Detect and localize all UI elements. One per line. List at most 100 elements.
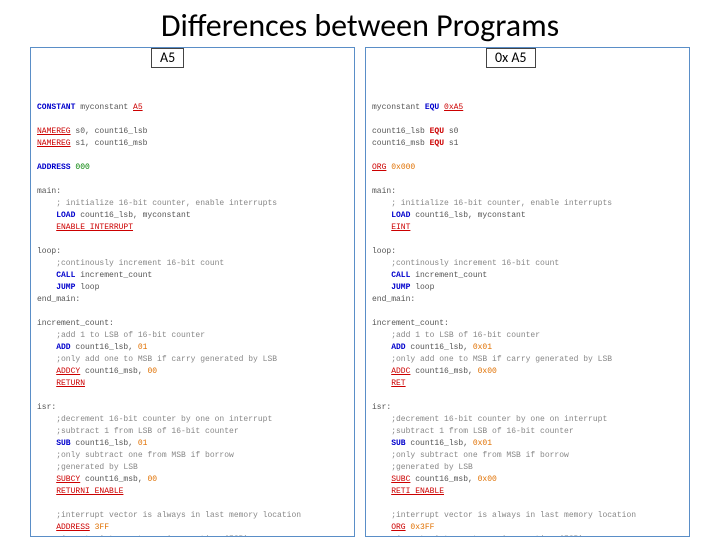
code-token [372,367,391,376]
slide-title: Differences between Programs [0,6,720,45]
code-token: count16_msb, [80,475,147,484]
code-token: 0x3FF [410,523,434,532]
code-token: count16_lsb, myconstant [75,211,190,220]
code-token: 00 [147,367,157,376]
code-token: 0x01 [473,343,492,352]
code-token: s1, count16_msb [71,139,148,148]
code-token: isr: [37,403,56,412]
code-token: count16_msb [372,139,430,148]
code-token: ;generated by LSB [372,463,473,472]
code-content: CONSTANT myconstant A5 NAMEREG s0, count… [37,102,348,537]
code-token: ;only add one to MSB if carry generated … [372,355,612,364]
code-token: ;jump to interrupt service routine (ISR) [37,535,248,537]
code-token: increment_count [75,271,152,280]
code-token: count16_msb, [80,367,147,376]
code-token: ENABLE INTERRUPT [56,223,133,232]
code-token: ORG [391,523,405,532]
code-token [37,223,56,232]
code-token: RET [391,379,405,388]
code-token: end_main: [37,295,80,304]
code-token: increment_count: [372,319,449,328]
code-token: 00 [147,475,157,484]
code-token: 3FF [95,523,109,532]
code-token: ;subtract 1 from LSB of 16-bit counter [37,427,239,436]
code-token: A5 [133,103,143,112]
code-token: ;add 1 to LSB of 16-bit counter [372,331,540,340]
code-token: LOAD [391,211,410,220]
code-token: ; initialize 16-bit counter, enable inte… [37,199,277,208]
right-code-box: 0x A5 myconstant EQU 0xA5 count16_lsb EQ… [365,47,690,537]
code-token: end_main: [372,295,415,304]
code-token: ORG [372,163,386,172]
code-token: ;only subtract one from MSB if borrow [372,451,569,460]
code-token: SUBC [391,475,410,484]
code-token: myconstant [75,103,133,112]
code-token [37,367,56,376]
code-token: 01 [138,343,148,352]
code-token: SUBCY [56,475,80,484]
code-token: count16_lsb, [71,343,138,352]
code-token: 0x00 [478,475,497,484]
code-token: myconstant [372,103,425,112]
code-token: 0xA5 [444,103,463,112]
code-token: count16_lsb, [71,439,138,448]
code-token: 01 [138,439,148,448]
code-token: 000 [75,163,89,172]
code-token: ;interrupt vector is always in last memo… [372,511,636,520]
right-tag: 0x A5 [486,48,536,68]
code-token [372,271,391,280]
left-tag: A5 [151,48,184,68]
columns-container: A5 CONSTANT myconstant A5 NAMEREG s0, co… [0,47,720,537]
code-token: ;continously increment 16-bit count [37,259,224,268]
code-token: ;subtract 1 from LSB of 16-bit counter [372,427,574,436]
code-token: increment_count [410,271,487,280]
code-token: ADDC [391,367,410,376]
code-token: loop [75,283,99,292]
code-token: ;decrement 16-bit counter by one on inte… [37,415,272,424]
code-token: 0x00 [478,367,497,376]
code-token: RETI ENABLE [391,487,444,496]
code-token [372,487,391,496]
code-token: increment_count: [37,319,114,328]
code-token: ;jump to interrupt service routine (ISR) [372,535,583,537]
code-token: ;add 1 to LSB of 16-bit counter [37,331,205,340]
code-token: main: [37,187,61,196]
code-token [37,523,56,532]
code-token: ADDRESS [56,523,90,532]
code-token: count16_lsb, [406,343,473,352]
code-token: LOAD [56,211,75,220]
code-token: count16_lsb, [406,439,473,448]
code-token: ; initialize 16-bit counter, enable inte… [372,199,612,208]
code-token [372,475,391,484]
left-code-box: A5 CONSTANT myconstant A5 NAMEREG s0, co… [30,47,355,537]
code-token: NAMEREG [37,127,71,136]
code-token: ADDCY [56,367,80,376]
code-token: ;only add one to MSB if carry generated … [37,355,277,364]
code-token: ADDRESS [37,163,71,172]
code-token [37,379,56,388]
code-token: JUMP [56,283,75,292]
code-token [37,439,56,448]
code-token: isr: [372,403,391,412]
code-token: ;only subtract one from MSB if borrow [37,451,234,460]
code-token: CONSTANT [37,103,75,112]
code-token: loop: [37,247,61,256]
code-token: EQU [430,127,444,136]
code-token [372,523,391,532]
code-token: loop [410,283,434,292]
code-token: ADD [391,343,405,352]
code-token: 0x000 [391,163,415,172]
code-token: JUMP [391,283,410,292]
code-token: s0, count16_lsb [71,127,148,136]
code-token [372,283,391,292]
code-token: CALL [56,271,75,280]
code-token: ;decrement 16-bit counter by one on inte… [372,415,607,424]
code-token [37,283,56,292]
code-token: RETURNI ENABLE [56,487,123,496]
code-token: count16_lsb, myconstant [410,211,525,220]
code-token: ;interrupt vector is always in last memo… [37,511,301,520]
code-token: NAMEREG [37,139,71,148]
code-token: ADD [56,343,70,352]
code-token [37,271,56,280]
code-token [372,343,391,352]
